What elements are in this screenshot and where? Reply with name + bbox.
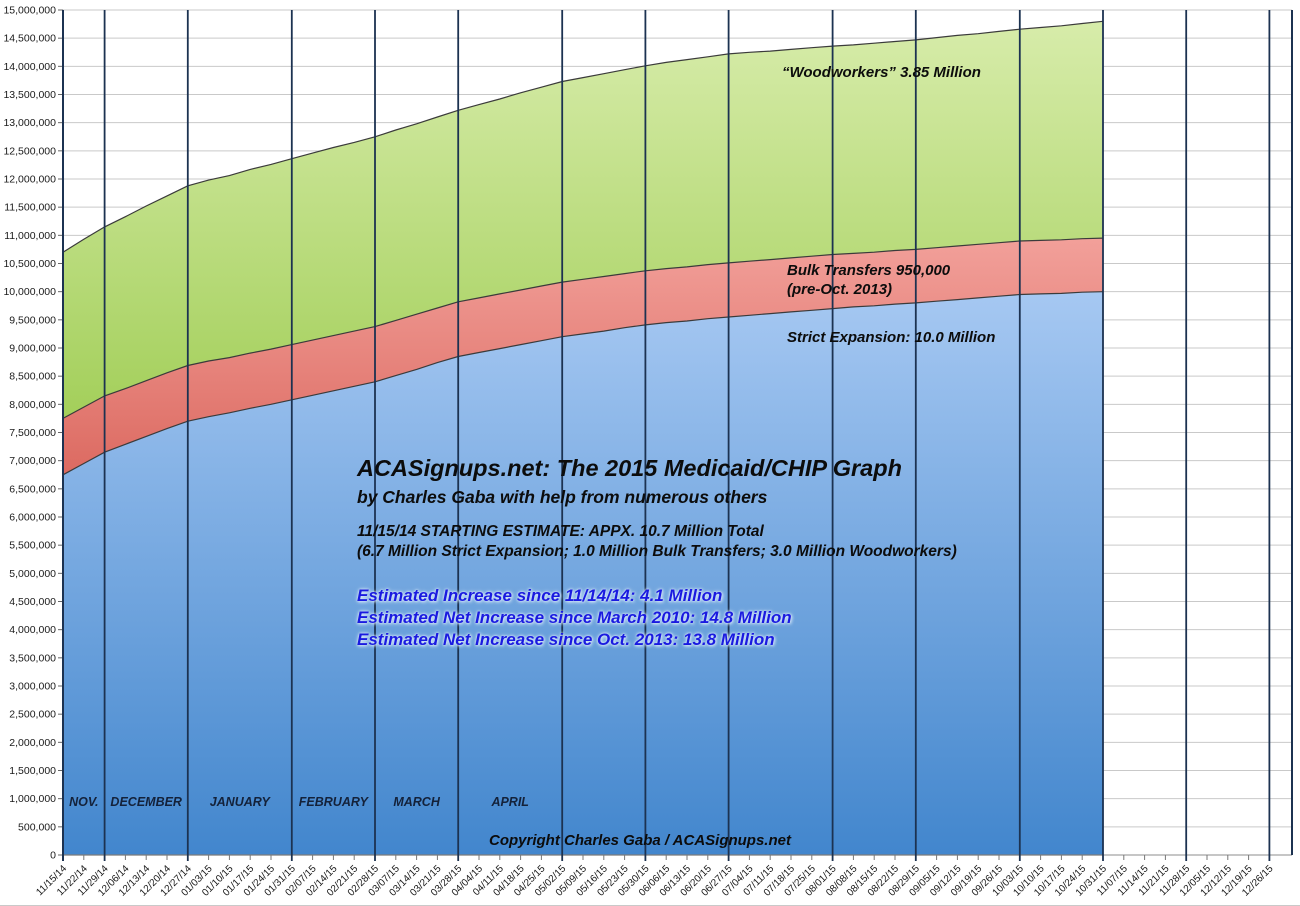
y-axis-tick-label: 4,500,000	[9, 596, 56, 608]
y-axis-tick-label: 11,500,000	[4, 202, 56, 214]
y-axis-tick-label: 2,500,000	[9, 709, 56, 721]
y-axis-tick-label: 0	[50, 850, 56, 862]
bulk-transfers-label-line1: Bulk Transfers 950,000	[787, 262, 951, 279]
y-axis-tick-label: 7,500,000	[9, 427, 56, 439]
y-axis-tick-label: 9,000,000	[9, 343, 56, 355]
starting-estimate-line1: 11/15/14 STARTING ESTIMATE: APPX. 10.7 M…	[357, 523, 764, 540]
area-bulk-transfers	[63, 238, 1103, 475]
x-axis	[62, 854, 1292, 860]
y-axis-tick-label: 3,000,000	[9, 681, 56, 693]
net-increase-since-2010: Estimated Net Increase since March 2010:…	[357, 608, 792, 627]
y-axis-tick-label: 5,000,000	[9, 568, 56, 580]
bulk-transfers-series-label: Bulk Transfers 950,000 (pre-Oct. 2013)	[787, 261, 950, 299]
bulk-transfers-label-line2: (pre-Oct. 2013)	[787, 281, 893, 298]
y-axis-tick-label: 7,000,000	[9, 455, 56, 467]
increase-since-11-14: Estimated Increase since 11/14/14: 4.1 M…	[357, 586, 723, 605]
y-axis-tick-label: 1,000,000	[9, 793, 56, 805]
month-label: JANUARY	[210, 795, 272, 809]
y-axis-tick-label: 11,000,000	[4, 230, 56, 242]
y-axis-tick-label: 2,000,000	[9, 737, 56, 749]
woodworkers-series-label: “Woodworkers” 3.85 Million	[782, 64, 981, 81]
y-axis-tick-label: 500,000	[18, 821, 56, 833]
stacked-areas	[63, 21, 1103, 855]
y-axis-tick-label: 6,000,000	[9, 512, 56, 524]
y-axis-tick-label: 4,000,000	[9, 624, 56, 636]
y-axis-tick-label: 6,500,000	[9, 483, 56, 495]
y-axis-tick-label: 12,500,000	[3, 145, 56, 157]
y-axis-tick-label: 5,500,000	[9, 540, 56, 552]
y-axis-tick-label: 12,000,000	[3, 174, 56, 186]
y-axis-tick-label: 8,000,000	[9, 399, 56, 411]
y-axis-tick-label: 13,000,000	[3, 117, 56, 129]
chart-subtitle: by Charles Gaba with help from numerous …	[357, 487, 768, 507]
y-axis-tick-label: 14,000,000	[3, 61, 56, 73]
month-label: FEBRUARY	[299, 795, 370, 809]
area-woodworkers	[63, 21, 1103, 419]
x-axis-labels: 11/15/1411/22/1411/29/1412/06/1412/13/14…	[34, 863, 1275, 899]
y-axis-tick-label: 14,500,000	[3, 33, 56, 45]
y-axis-tick-label: 1,500,000	[9, 765, 56, 777]
y-axis-tick-label: 15,000,000	[3, 5, 56, 17]
month-label: MARCH	[393, 795, 440, 809]
month-label: APRIL	[490, 795, 529, 809]
y-axis-tick-label: 9,500,000	[9, 314, 56, 326]
net-increase-since-2013: Estimated Net Increase since Oct. 2013: …	[357, 630, 775, 649]
starting-estimate-line2: (6.7 Million Strict Expansion; 1.0 Milli…	[357, 543, 957, 560]
y-axis-tick-label: 3,500,000	[9, 652, 56, 664]
chart-title: ACASignups.net: The 2015 Medicaid/CHIP G…	[357, 455, 902, 481]
month-label: DECEMBER	[110, 795, 182, 809]
y-axis-labels: 0 500,000 1,000,000 1,500,000 2,000,000 2,500…	[3, 5, 56, 862]
month-boundary-lines	[62, 10, 1293, 861]
copyright-notice: Copyright Charles Gaba / ACASignups.net	[489, 832, 791, 849]
y-axis-tick-label: 10,000,000	[3, 286, 56, 298]
y-axis-tick-label: 10,500,000	[3, 258, 56, 270]
month-label: NOV.	[69, 795, 98, 809]
y-axis-tick-label: 8,500,000	[9, 371, 56, 383]
strict-expansion-series-label: Strict Expansion: 10.0 Million	[787, 329, 996, 346]
month-labels: NOV. DECEMBER JANUARY FEBRUARY MARCH APRIL	[69, 795, 529, 809]
area-strict-expansion	[63, 291, 1103, 855]
y-axis-tick-label: 13,500,000	[3, 89, 56, 101]
increase-annotations: Estimated Increase since 11/14/14: 4.1 M…	[357, 585, 792, 651]
